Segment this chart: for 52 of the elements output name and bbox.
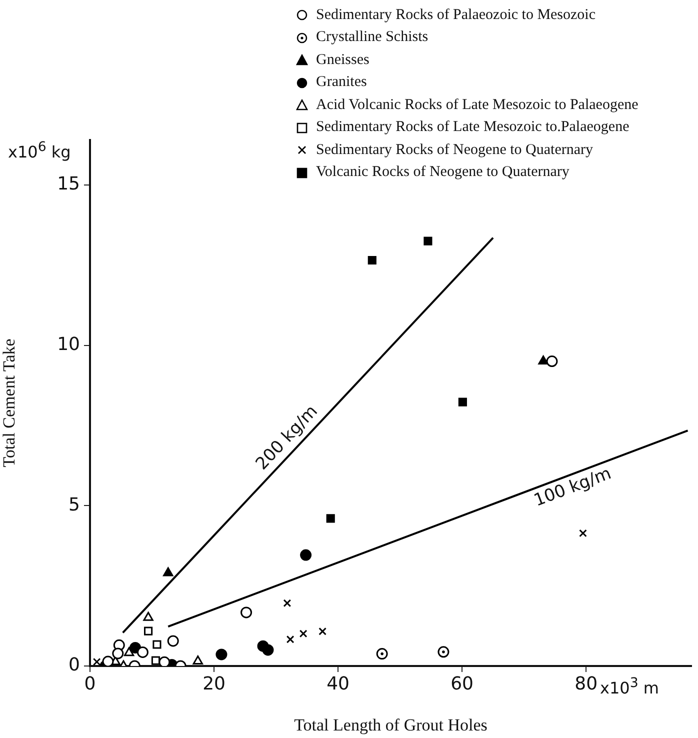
point — [92, 658, 101, 666]
point — [124, 647, 134, 656]
legend-label: Granites — [316, 74, 367, 92]
text: x10$^{6}$ kg — [8, 140, 71, 162]
point — [240, 606, 252, 618]
legend-label: Crystalline Schists — [316, 29, 428, 46]
point — [299, 630, 308, 638]
point — [300, 549, 312, 561]
x-tick-label: 60 — [450, 673, 474, 694]
point — [424, 236, 432, 246]
y-tick-label: 10 — [57, 334, 80, 355]
point — [538, 356, 548, 365]
annotation: 100 kg/m — [531, 464, 614, 511]
point — [216, 648, 228, 660]
legend-label: Sedimentary Rocks of Palaeozoic to Mesozoic — [316, 6, 596, 24]
point — [112, 648, 124, 660]
x-tick-label: 0 — [84, 673, 96, 694]
legend-label: Volcanic Rocks of Neogene to Quaternary — [316, 164, 570, 182]
point — [163, 567, 174, 576]
point — [192, 655, 203, 664]
point — [326, 514, 335, 523]
point — [579, 529, 587, 538]
y-tick-label: 15 — [57, 174, 80, 195]
point — [318, 627, 326, 636]
legend-label: Sedimentary Rocks of Neogene to Quaternary — [316, 142, 593, 159]
y-tick-label: 5 — [68, 494, 80, 516]
x-tick-label: 80 — [574, 673, 598, 694]
point — [152, 640, 162, 649]
point — [438, 646, 450, 658]
point — [286, 635, 294, 644]
x-axis-title: Total Length of Grout Holes — [294, 715, 488, 734]
point — [102, 656, 114, 666]
point — [158, 656, 170, 666]
point — [283, 599, 292, 608]
point — [136, 646, 148, 658]
point — [144, 626, 153, 636]
legend-label: Acid Volcanic Rocks of Late Mesozoic to Palaeogene — [316, 96, 638, 114]
legend-label: Sedimentary Rocks of Late Mesozoic to.Palaeogene — [316, 119, 630, 136]
y-tick-label: 0 — [68, 654, 80, 676]
legend-label: Gneisses — [316, 52, 370, 69]
point — [262, 644, 274, 656]
point — [143, 612, 154, 621]
point — [368, 256, 376, 265]
point — [167, 635, 179, 647]
point — [151, 656, 160, 665]
text: x10$^{3}$ m — [600, 676, 659, 698]
y-axis-title: Total Cement Take — [0, 338, 19, 468]
point — [546, 356, 558, 368]
point — [458, 398, 467, 406]
point — [376, 648, 388, 660]
x-tick-label: 40 — [326, 673, 350, 694]
x-tick-label: 20 — [202, 673, 226, 694]
